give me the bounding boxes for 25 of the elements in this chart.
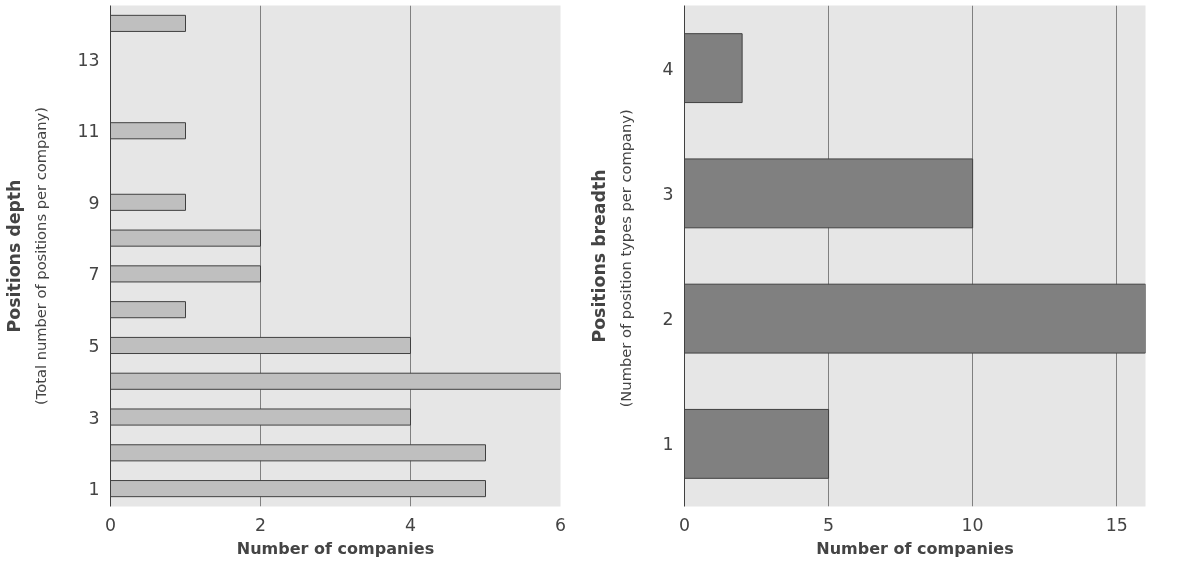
y-tick-label: 3 (88, 407, 100, 428)
y-tick-label: 1 (662, 434, 674, 455)
x-tick-label: 10 (961, 514, 984, 535)
x-axis-title: Number of companies (816, 538, 1014, 558)
y-axis-title: Positions breadth (588, 169, 609, 343)
text: (Total number of positions per company) (31, 107, 49, 405)
y-tick-label: 5 (88, 335, 100, 356)
y-tick-label: 13 (77, 49, 100, 70)
y-tick-label: 11 (77, 121, 100, 142)
y-tick-label: 3 (662, 183, 674, 204)
text: (Number of position types per company) (616, 109, 634, 408)
x-tick-label: 0 (678, 514, 691, 535)
x-tick-label: 6 (554, 514, 567, 535)
x-tick-label: 15 (1105, 514, 1128, 535)
y-tick-label: 4 (662, 58, 674, 79)
y-axis-title: Positions depth (3, 179, 24, 333)
y-tick-label: 7 (88, 264, 100, 285)
x-tick-label: 0 (104, 514, 117, 535)
x-tick-label: 5 (823, 514, 835, 535)
y-tick-label: 9 (88, 192, 100, 213)
x-axis-title: Number of companies (236, 538, 435, 558)
x-tick-label: 4 (404, 514, 417, 535)
y-tick-label: 1 (88, 479, 100, 500)
y-tick-label: 2 (662, 309, 674, 330)
x-tick-label: 2 (254, 514, 267, 535)
